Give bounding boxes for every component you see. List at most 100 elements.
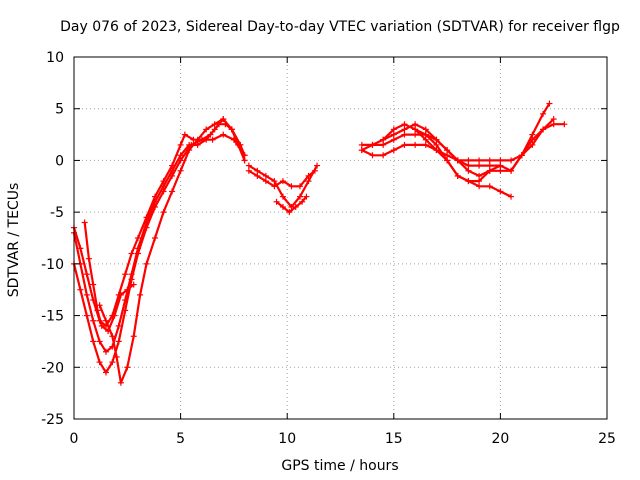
data-point [380,136,387,143]
data-point [111,312,118,319]
data-point [412,131,419,138]
data-point [124,286,131,293]
data-point [296,183,303,190]
y-tick-labels: -25 -20 -15 -10 -5 0 5 10 [41,50,64,428]
x-tick-label: 0 [70,431,79,447]
x-tick-label: 25 [598,431,616,447]
data-point [90,281,97,288]
data-point [211,126,218,133]
data-point [160,188,167,195]
data-point [85,255,92,262]
data-point [422,126,429,133]
y-tick-label: -20 [41,360,64,376]
data-point [476,178,483,185]
data-point [401,126,408,133]
data-point [444,147,451,154]
data-point [412,126,419,133]
data-point [286,209,293,216]
data-point [476,162,483,169]
data-point [203,126,210,133]
data-point [486,183,493,190]
data-point [271,178,278,185]
data-point [271,183,278,190]
data-point [105,328,112,335]
data-point [305,178,312,185]
data-point [83,312,90,319]
y-tick-label: 10 [46,50,64,66]
data-point [152,235,159,241]
data-point [465,157,472,164]
data-point [169,172,176,179]
y-tick-label: -15 [41,309,64,325]
data-point [96,338,103,345]
data-point [465,178,472,185]
series-arc-3 [71,131,248,376]
data-point [102,317,109,324]
data-point [476,157,483,164]
y-tick-label: 5 [55,102,64,118]
data-point [380,152,387,159]
data-point [390,126,397,133]
data-point [529,136,536,143]
data-point [122,307,129,314]
x-axis-label: GPS time / hours [281,458,398,474]
data-point [369,141,376,148]
data-point [369,152,376,159]
data-point [143,224,150,231]
data-point [561,121,568,128]
data-point [117,379,124,386]
data-point [245,167,252,174]
data-point [508,167,515,174]
data-point [433,147,440,154]
data-point [90,317,97,324]
data-point [122,271,129,278]
data-point [433,136,440,143]
data-point [380,141,387,148]
data-point [77,245,84,252]
data-point [115,322,122,329]
data-point [169,188,176,195]
data-point [550,121,557,128]
series-arc-12 [380,116,557,164]
data-point [529,141,536,148]
series-trace [83,222,135,333]
data-point [412,121,419,128]
data-point [390,136,397,143]
data-point [102,348,109,355]
data-point [96,359,103,366]
axis-ticks [73,56,608,420]
data-point [130,333,137,340]
y-tick-label: 0 [55,153,64,169]
data-point [102,369,109,376]
data-point [113,353,120,360]
data-point [422,141,429,148]
series-trace [72,117,246,353]
data-point [143,260,150,267]
data-point [98,322,105,329]
data-point [412,141,419,148]
data-point [422,131,429,138]
data-point [465,167,472,174]
data-point [130,281,137,288]
data-point [228,126,235,133]
data-point [177,157,184,164]
data-point [508,157,515,164]
grid [74,57,607,419]
data-point [454,172,461,179]
data-point [292,203,299,210]
data-point [454,157,461,164]
data-point [540,110,547,117]
data-point [529,131,536,138]
data-point [390,131,397,138]
data-point [296,193,303,200]
data-point [540,126,547,133]
y-tick-label: -10 [41,257,64,273]
data-point [109,333,116,340]
data-point [160,209,167,216]
x-tick-labels: 0 5 10 15 20 25 [70,431,616,447]
data-point [401,131,408,138]
data-point [311,167,318,174]
data-point [194,136,201,143]
data-point [83,271,90,278]
